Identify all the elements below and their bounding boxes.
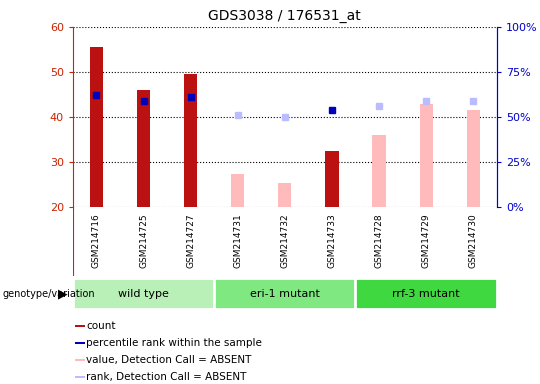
Bar [231,174,244,207]
Text: genotype/variation: genotype/variation [3,289,96,299]
Bar [76,341,85,344]
Bar [73,278,214,309]
Text: GSM214725: GSM214725 [139,213,148,268]
Bar [214,278,355,309]
Text: value, Detection Call = ABSENT: value, Detection Call = ABSENT [86,355,252,365]
Bar [355,278,497,309]
Text: GSM214716: GSM214716 [92,213,101,268]
Text: rank, Detection Call = ABSENT: rank, Detection Call = ABSENT [86,372,247,382]
Text: GSM214732: GSM214732 [280,213,289,268]
Text: wild type: wild type [118,289,169,299]
Bar [184,74,197,207]
Bar [278,182,292,207]
Text: count: count [86,321,116,331]
Text: rrf-3 mutant: rrf-3 mutant [393,289,460,299]
Bar [137,90,150,207]
Bar [467,110,480,207]
Text: GSM214729: GSM214729 [422,213,430,268]
Title: GDS3038 / 176531_at: GDS3038 / 176531_at [208,9,361,23]
Text: eri-1 mutant: eri-1 mutant [250,289,320,299]
Bar [420,104,433,207]
Bar [326,151,339,207]
Text: GSM214731: GSM214731 [233,213,242,268]
Bar [90,47,103,207]
Bar [76,324,85,327]
Text: GSM214733: GSM214733 [327,213,336,268]
Bar [373,135,386,207]
Bar [76,376,85,378]
Text: percentile rank within the sample: percentile rank within the sample [86,338,262,348]
Bar [76,359,85,361]
Text: GSM214730: GSM214730 [469,213,478,268]
Text: GSM214727: GSM214727 [186,213,195,268]
Text: GSM214728: GSM214728 [375,213,383,268]
Text: ▶: ▶ [58,287,68,300]
